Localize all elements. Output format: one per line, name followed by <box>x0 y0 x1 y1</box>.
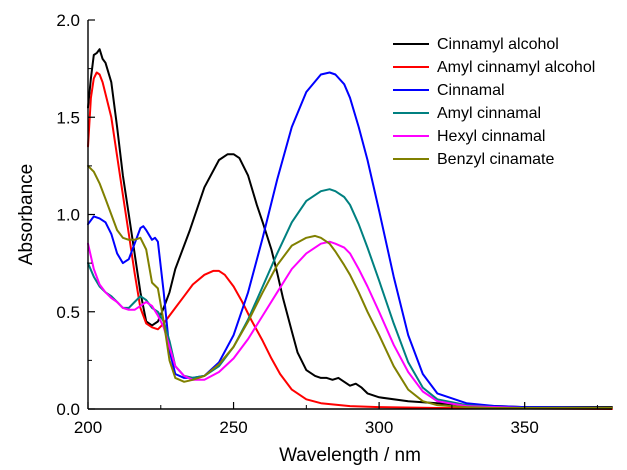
x-tick-label: 250 <box>219 418 247 437</box>
series-line-1 <box>87 71 613 410</box>
x-ticks: 200 250 300 350 <box>74 402 598 437</box>
y-tick-label: 1.0 <box>56 206 80 225</box>
axes-layer: 200 250 300 350 0.0 0.5 1.0 1.5 2.0 <box>56 11 612 437</box>
series-line-0 <box>87 48 613 409</box>
y-ticks: 0.0 0.5 1.0 1.5 2.0 <box>56 11 95 419</box>
x-axis-title: Wavelength / nm <box>279 445 421 466</box>
x-tick-label: 350 <box>510 418 538 437</box>
y-tick-label: 0.0 <box>56 400 80 419</box>
y-tick-label: 2.0 <box>56 11 80 30</box>
series-line-2 <box>87 71 613 409</box>
series-layer <box>87 48 613 410</box>
legend-label: Benzyl cinamate <box>437 151 554 168</box>
y-tick-label: 1.5 <box>56 108 80 127</box>
series-line-5 <box>87 164 613 409</box>
legend-label: Cinnamal <box>437 82 505 99</box>
legend: Cinnamyl alcohol Amyl cinnamyl alcohol Cin… <box>393 36 595 168</box>
y-tick-label: 0.5 <box>56 303 80 322</box>
y-axis-title: Absorbance <box>16 164 37 265</box>
legend-label: Amyl cinnamal <box>437 105 541 122</box>
series-line-4 <box>87 240 613 409</box>
x-tick-label: 200 <box>74 418 102 437</box>
x-tick-label: 300 <box>365 418 393 437</box>
legend-label: Hexyl cinnamal <box>437 128 545 145</box>
legend-label: Cinnamyl alcohol <box>437 36 559 53</box>
legend-label: Amyl cinnamyl alcohol <box>437 59 595 76</box>
